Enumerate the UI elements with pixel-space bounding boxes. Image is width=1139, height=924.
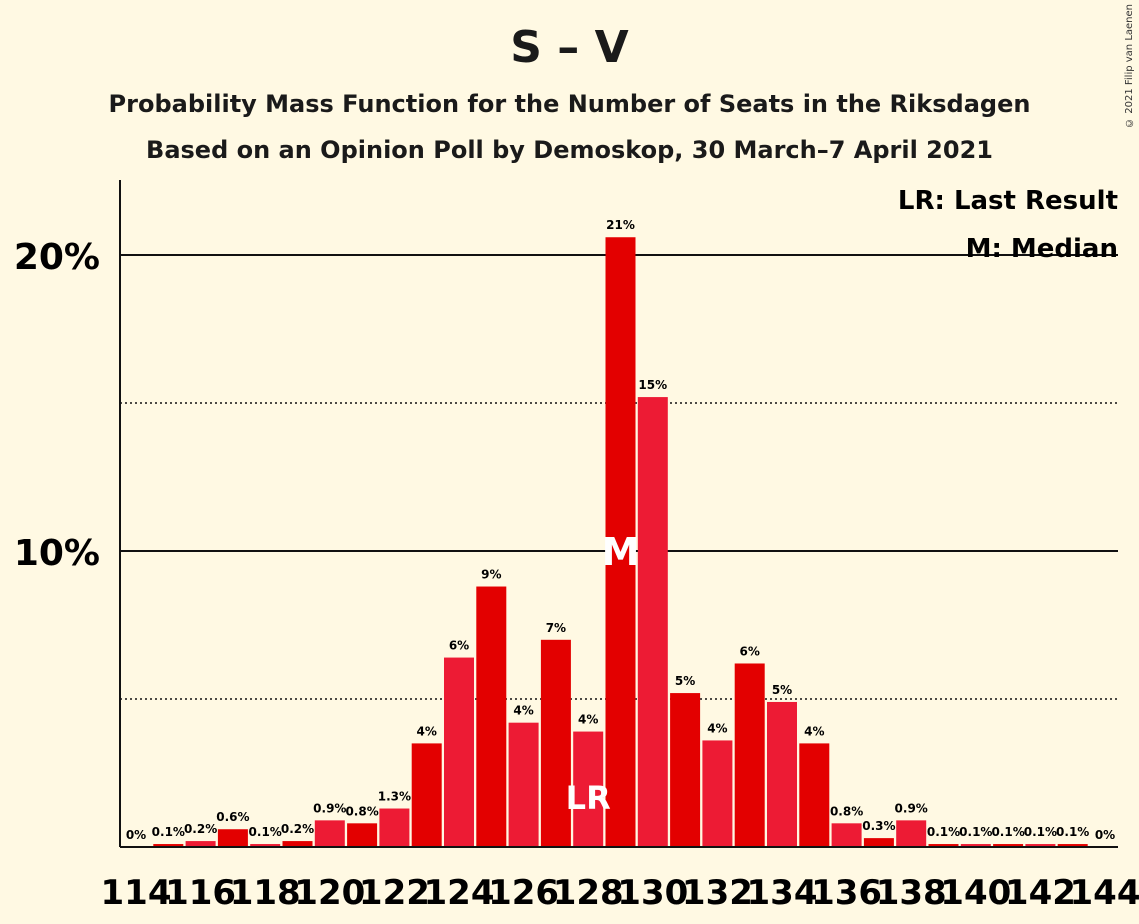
bar <box>314 820 345 847</box>
legend-last-result: LR: Last Result <box>898 186 1118 216</box>
data-label: 0.1% <box>249 825 282 839</box>
x-tick-label: 116 <box>165 873 236 913</box>
chart-subtitle-poll: Based on an Opinion Poll by Demoskop, 30… <box>146 136 993 164</box>
bar <box>476 586 507 847</box>
data-label: 9% <box>481 568 501 582</box>
data-label: 0.6% <box>216 810 249 824</box>
bar <box>411 743 442 847</box>
data-label: 21% <box>606 218 635 232</box>
data-label: 0.9% <box>313 801 346 815</box>
bar <box>217 829 248 847</box>
data-label: 6% <box>740 644 760 658</box>
median-marker: M <box>602 530 640 574</box>
data-label: 4% <box>707 721 727 735</box>
chart-title: S – V <box>510 22 629 73</box>
x-tick-label: 134 <box>747 873 818 913</box>
data-label: 0.1% <box>152 825 185 839</box>
data-label: 0.1% <box>959 825 992 839</box>
data-label: 0.9% <box>895 801 928 815</box>
bar <box>185 841 216 847</box>
axes: 10%20%1141161181201221241261281301321341… <box>14 180 1139 913</box>
data-label: 0.1% <box>991 825 1024 839</box>
data-label: 0.2% <box>184 822 217 836</box>
bar <box>282 841 313 847</box>
data-label: 4% <box>417 724 437 738</box>
data-labels: 0% 0.1% 0.2%0.6%0.1% 0.2%0.9% 0.8%1.3%4%6%9%… <box>126 218 1115 842</box>
data-label: 0.1% <box>1056 825 1089 839</box>
bar <box>153 844 184 847</box>
data-label: 0% <box>126 828 146 842</box>
x-tick-label: 118 <box>230 873 301 913</box>
bar <box>993 844 1024 847</box>
data-label: 7% <box>546 621 566 635</box>
data-label: 0.1% <box>927 825 960 839</box>
x-tick-label: 120 <box>294 873 365 913</box>
x-tick-label: 128 <box>553 873 624 913</box>
x-tick-label: 140 <box>940 873 1011 913</box>
bar <box>863 838 894 847</box>
x-tick-label: 142 <box>1005 873 1076 913</box>
bar <box>444 657 474 847</box>
bar <box>379 808 410 847</box>
x-tick-label: 144 <box>1070 873 1139 913</box>
bar <box>1025 844 1056 847</box>
bar <box>767 701 797 847</box>
x-tick-label: 130 <box>617 873 688 913</box>
bar <box>702 740 733 847</box>
data-label: 1.3% <box>378 790 411 804</box>
bar <box>670 693 701 847</box>
bar <box>347 823 378 847</box>
data-label: 5% <box>772 683 792 697</box>
data-label: 0.1% <box>1024 825 1057 839</box>
x-tick-label: 126 <box>488 873 559 913</box>
chart-subtitle: Probability Mass Function for the Number… <box>108 90 1031 118</box>
bar <box>734 663 765 847</box>
y-tick-label: 20% <box>14 237 100 278</box>
legend-median: M: Median <box>966 234 1118 264</box>
bar <box>573 731 604 847</box>
data-label: 15% <box>638 378 667 392</box>
data-label: 0.2% <box>281 822 314 836</box>
last-result-marker: LR <box>566 779 611 817</box>
bar <box>1057 844 1088 847</box>
x-tick-label: 124 <box>424 873 495 913</box>
x-tick-label: 114 <box>101 873 172 913</box>
data-label: 4% <box>513 704 533 718</box>
x-tick-label: 132 <box>682 873 753 913</box>
bar <box>605 237 636 848</box>
bar <box>540 639 571 847</box>
bar <box>960 844 991 847</box>
bar <box>896 820 927 847</box>
y-tick-label: 10% <box>14 533 100 574</box>
bar <box>250 844 281 847</box>
data-label: 5% <box>675 674 695 688</box>
bar <box>831 823 862 847</box>
bar <box>637 397 668 847</box>
data-label: 0% <box>1095 828 1115 842</box>
x-tick-label: 122 <box>359 873 430 913</box>
data-label: 0.8% <box>830 804 863 818</box>
data-label: 4% <box>578 713 598 727</box>
x-tick-label: 136 <box>811 873 882 913</box>
bar <box>799 743 830 847</box>
x-tick-label: 138 <box>876 873 947 913</box>
bar <box>928 844 959 847</box>
data-label: 4% <box>804 724 824 738</box>
data-label: 6% <box>449 639 469 653</box>
bars <box>153 237 1088 848</box>
bar <box>508 722 539 847</box>
data-label: 0.8% <box>345 804 378 818</box>
data-label: 0.3% <box>862 819 895 833</box>
